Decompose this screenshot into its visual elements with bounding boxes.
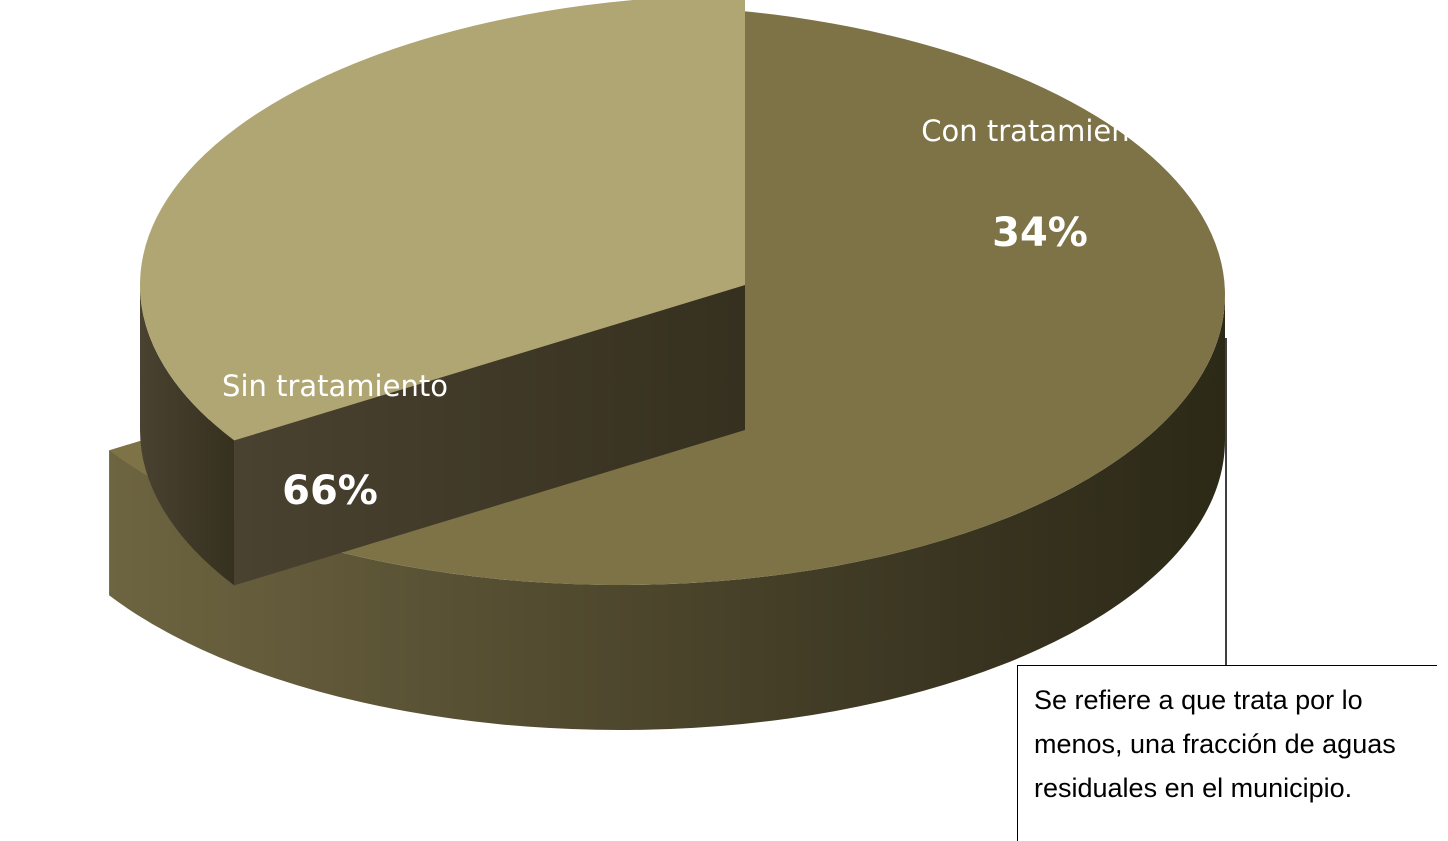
slice: [140, 0, 745, 586]
data-label: 34%: [992, 210, 1088, 256]
slice-label: Sin tratamiento: [222, 369, 448, 403]
slice: [140, 0, 745, 441]
data-label: 66%: [282, 468, 378, 514]
slice-side: [109, 295, 1226, 730]
slice-side: [234, 285, 745, 586]
annotation: Se refiere a que trata por lo menos, una…: [1017, 665, 1437, 841]
slice-label: Con tratamiento: [921, 114, 1158, 148]
pie: [109, 0, 1226, 730]
slice-side: [140, 285, 235, 586]
